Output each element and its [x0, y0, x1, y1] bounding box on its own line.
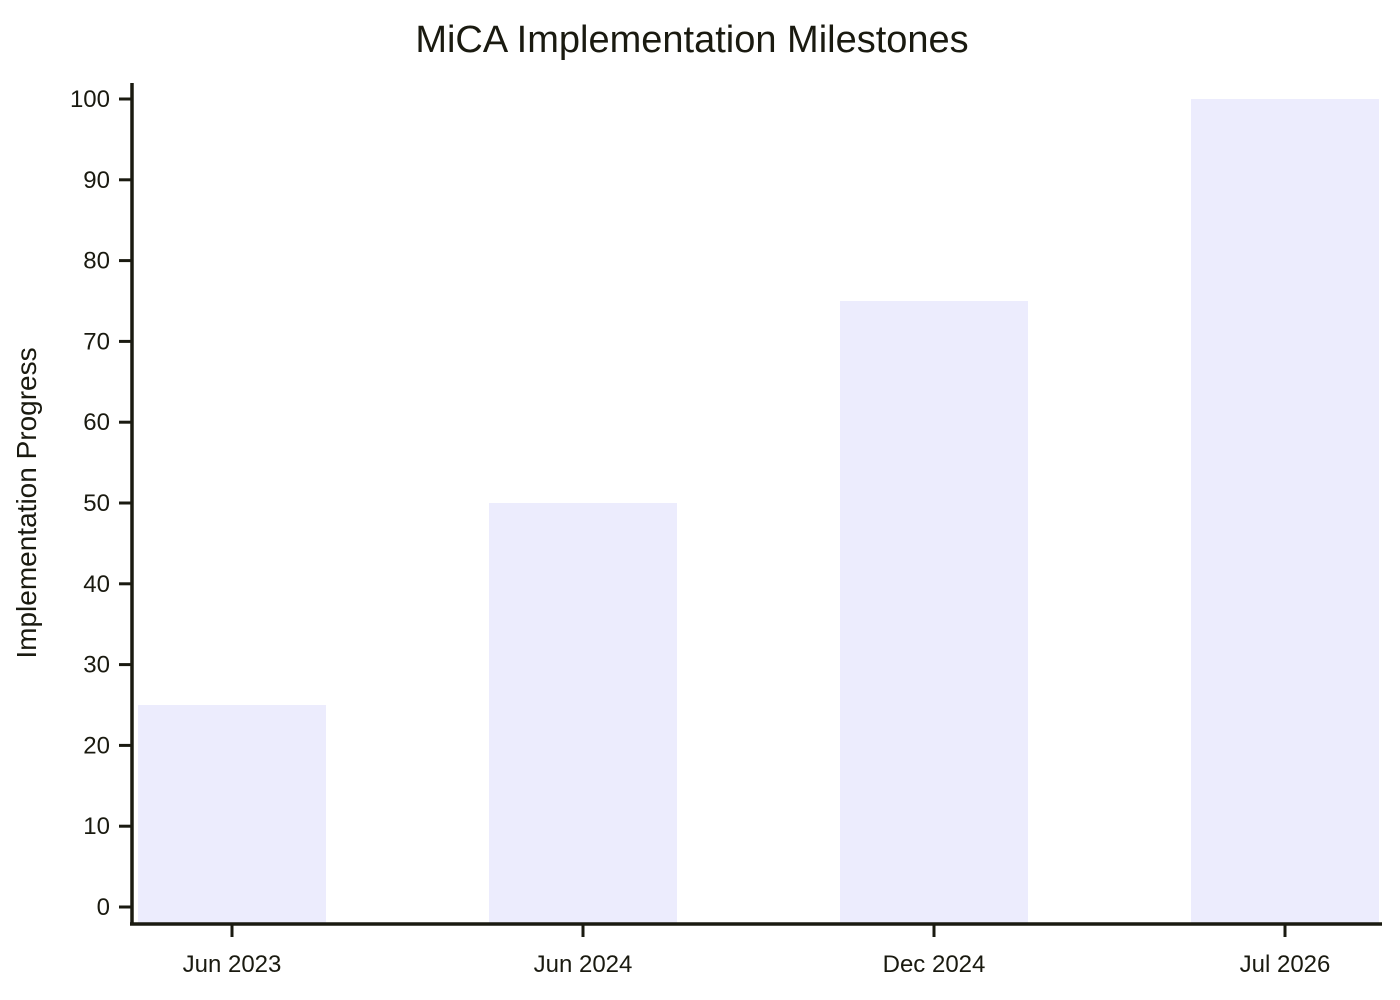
y-tick-label-10: 10 — [83, 813, 110, 840]
bar-jun-2023 — [138, 705, 326, 924]
y-tick-label-80: 80 — [83, 248, 110, 275]
x-tick-label-dec-2024: Dec 2024 — [883, 951, 986, 978]
x-tick-label-jun-2024: Jun 2024 — [534, 951, 633, 978]
x-tick-label-jul-2026: Jul 2026 — [1240, 951, 1331, 978]
bars-group — [138, 99, 1379, 924]
bar-dec-2024 — [840, 301, 1028, 924]
bar-jun-2024 — [489, 503, 677, 924]
y-axis-label: Implementation Progress — [11, 347, 42, 658]
y-tick-label-90: 90 — [83, 167, 110, 194]
y-tick-label-50: 50 — [83, 490, 110, 517]
y-tick-label-40: 40 — [83, 571, 110, 598]
y-tick-label-100: 100 — [70, 86, 110, 113]
bar-jul-2026 — [1191, 99, 1379, 924]
chart-title: MiCA Implementation Milestones — [415, 19, 968, 61]
y-tick-label-60: 60 — [83, 409, 110, 436]
y-axis-ticks: 0 10 20 30 40 50 60 70 80 90 100 — [70, 86, 132, 921]
x-axis-ticks: Jun 2023 Jun 2024 Dec 2024 Jul 2026 — [183, 924, 1331, 978]
y-tick-label-30: 30 — [83, 652, 110, 679]
y-tick-label-70: 70 — [83, 328, 110, 355]
y-tick-label-0: 0 — [97, 894, 110, 921]
y-tick-label-20: 20 — [83, 732, 110, 759]
x-tick-label-jun-2023: Jun 2023 — [183, 951, 282, 978]
